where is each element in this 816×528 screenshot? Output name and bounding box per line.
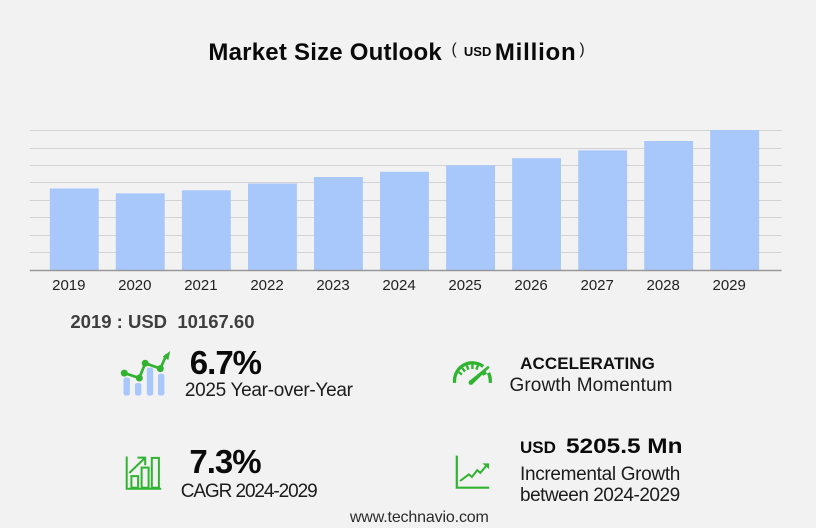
svg-text:2021: 2021 bbox=[184, 277, 217, 294]
svg-text:2027: 2027 bbox=[581, 277, 614, 294]
svg-text:2028: 2028 bbox=[647, 277, 680, 294]
svg-text:2022: 2022 bbox=[250, 277, 283, 294]
svg-text:2023: 2023 bbox=[316, 277, 349, 294]
svg-text:2024: 2024 bbox=[382, 277, 415, 294]
svg-text:2020: 2020 bbox=[118, 277, 151, 294]
svg-text:2026: 2026 bbox=[514, 277, 547, 294]
svg-text:2029: 2029 bbox=[713, 277, 746, 294]
svg-text:2025: 2025 bbox=[448, 277, 481, 294]
svg-text:2019: 2019 bbox=[52, 277, 85, 294]
